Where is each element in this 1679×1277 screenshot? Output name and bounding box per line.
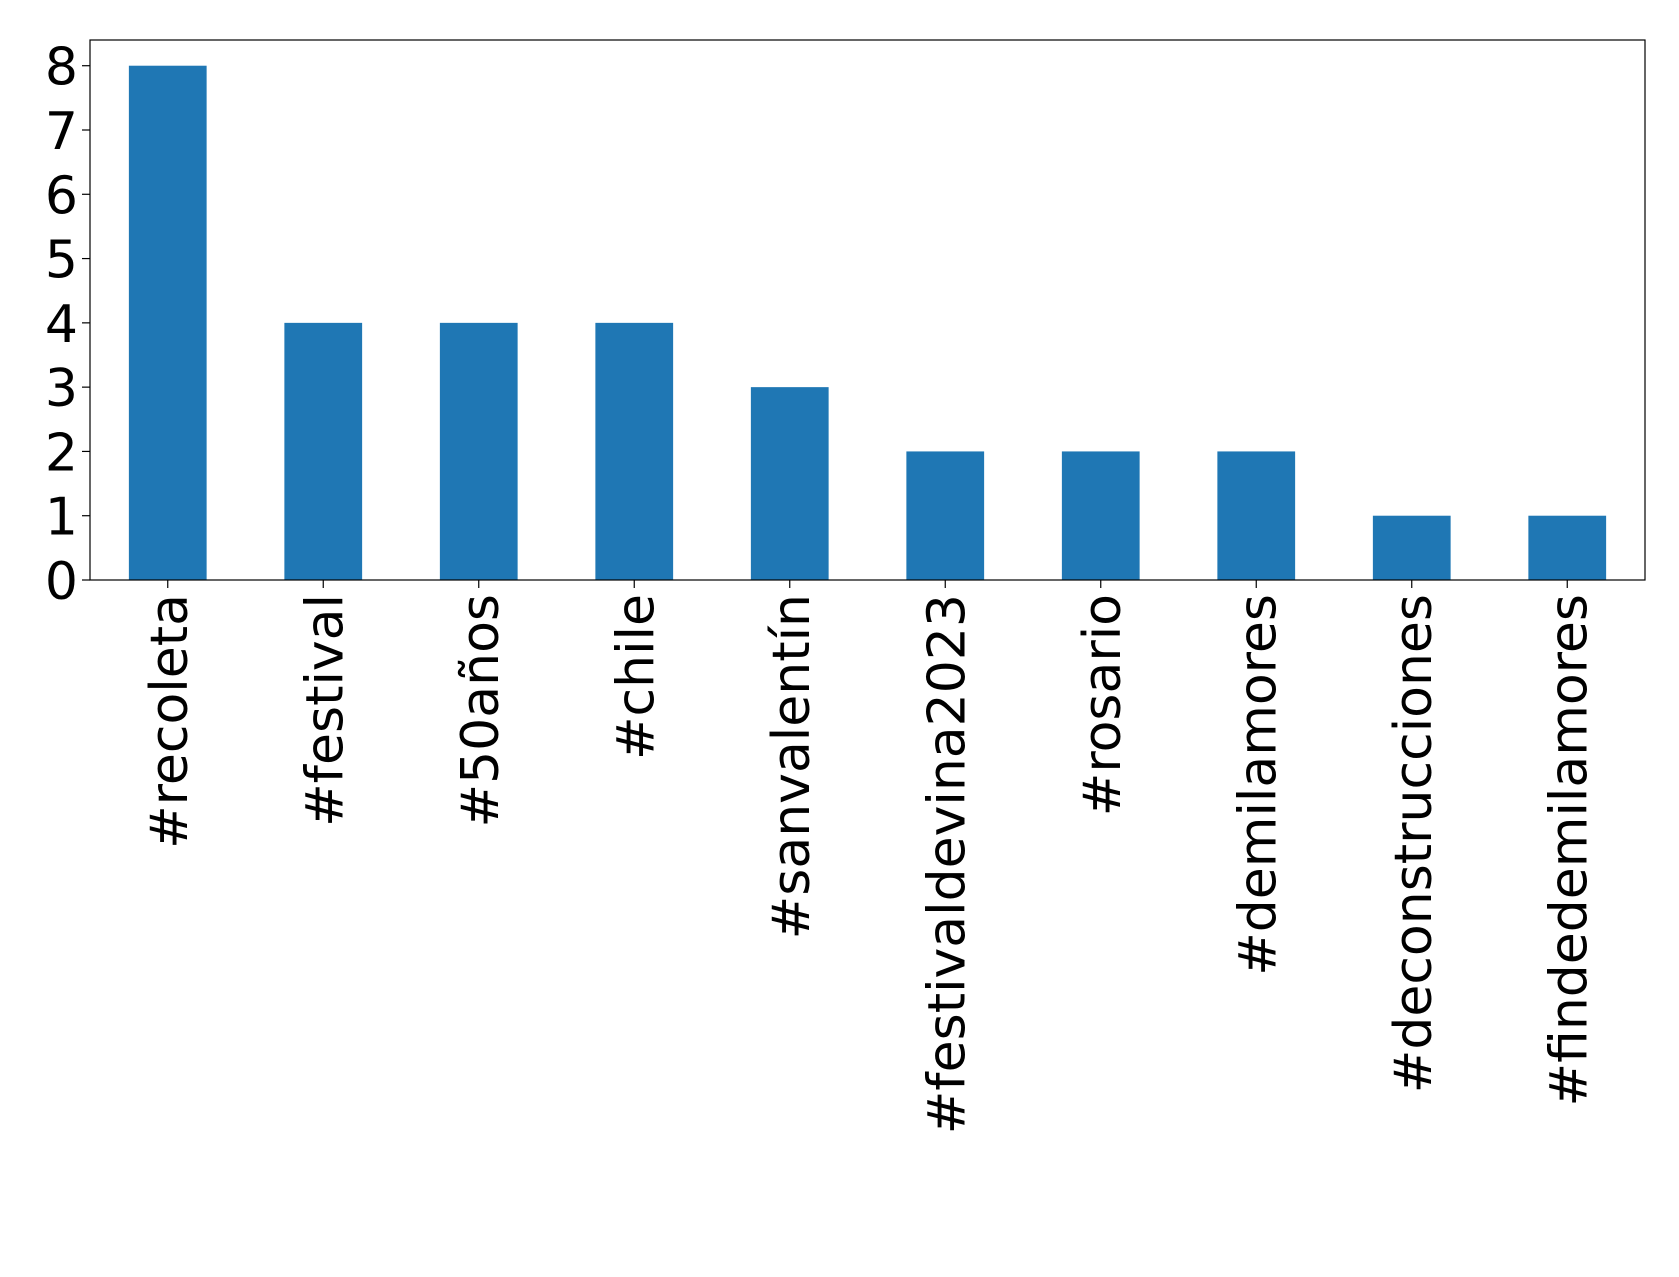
y-tick-label: 1 (45, 488, 78, 548)
y-tick-label: 8 (45, 38, 78, 98)
x-tick-label: #chile (606, 594, 666, 760)
x-tick-label: #findedemilamores (1539, 594, 1599, 1106)
y-tick-label: 3 (45, 359, 78, 419)
bar (1217, 451, 1296, 580)
x-tick-label: #festivaldevina2023 (917, 594, 977, 1134)
bar (1061, 451, 1140, 580)
bar (750, 387, 829, 580)
y-tick-label: 7 (45, 102, 78, 162)
bar (439, 322, 518, 580)
x-tick-label: #sanvalentín (762, 594, 822, 939)
bar (595, 322, 674, 580)
x-tick-label: #festival (295, 594, 355, 827)
x-tick-label: #50años (451, 594, 511, 827)
x-tick-label: #recoleta (140, 594, 200, 849)
y-tick-label: 0 (45, 552, 78, 612)
bar (128, 65, 207, 580)
y-tick-label: 6 (45, 166, 78, 226)
bar (906, 451, 985, 580)
bar (1528, 515, 1607, 580)
x-tick-label: #rosario (1073, 594, 1133, 816)
axes-frame (89, 39, 1646, 581)
bar (1372, 515, 1451, 580)
bar (284, 322, 363, 580)
y-tick-label: 5 (45, 231, 78, 291)
x-tick-label: #deconstrucciones (1384, 594, 1444, 1093)
y-tick-label: 2 (45, 423, 78, 483)
y-tick-label: 4 (45, 295, 78, 355)
x-tick-label: #demilamores (1228, 594, 1288, 976)
